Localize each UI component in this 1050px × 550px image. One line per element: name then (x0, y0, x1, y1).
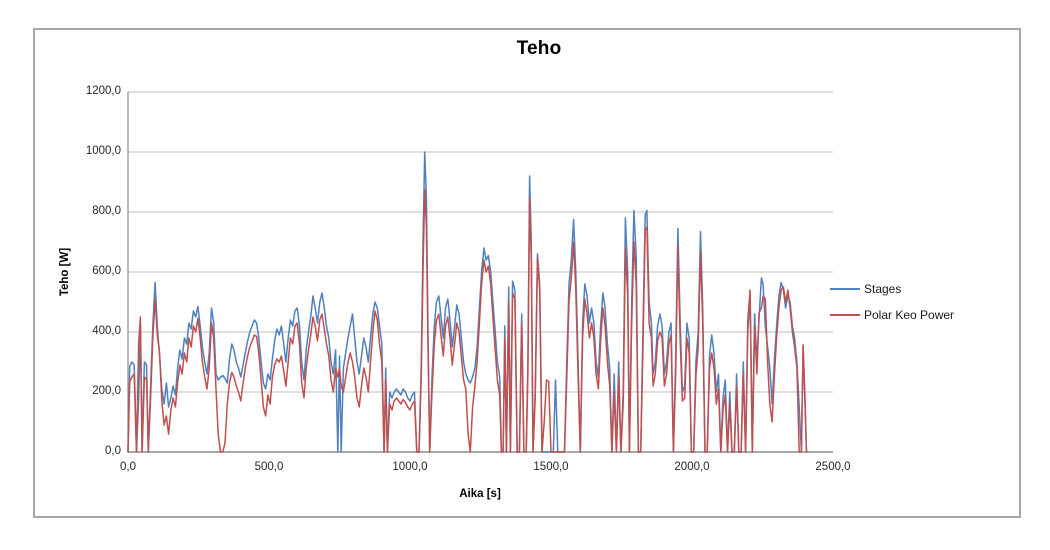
stages-line-swatch (830, 287, 860, 291)
plot-area (127, 91, 833, 453)
y-tick-label: 800,0 (92, 205, 121, 217)
chart-title: Teho (516, 38, 562, 59)
y-tick-label: 200,0 (92, 385, 121, 397)
legend-label-stages: Stages (864, 282, 902, 296)
legend-label-polar: Polar Keo Power (864, 308, 955, 322)
y-tick-label: 0,0 (105, 445, 121, 457)
chart-area: Teho 0,0 200,0 400,0 600,0 800,0 1000,0 1200,0… (35, 30, 1019, 516)
polar-line-swatch (830, 313, 860, 317)
legend-item-polar: Polar Keo Power (830, 302, 954, 328)
legend: Stages Polar Keo Power (830, 276, 954, 328)
x-tick-label: 1500,0 (533, 461, 569, 473)
y-axis-title: Teho [W] (59, 247, 71, 297)
x-tick-label: 2000,0 (674, 461, 710, 473)
series-line-polar-keo-power (127, 188, 808, 453)
y-tick-label: 400,0 (92, 325, 121, 337)
y-tick-label: 1200,0 (85, 85, 121, 97)
x-tick-label: 0,0 (120, 461, 136, 473)
x-tick-label: 1000,0 (392, 461, 428, 473)
y-tick-label: 1000,0 (85, 145, 121, 157)
legend-item-stages: Stages (830, 276, 954, 302)
y-tick-label: 600,0 (92, 265, 121, 277)
x-tick-label: 2500,0 (815, 461, 851, 473)
chart-frame: Teho 0,0 200,0 400,0 600,0 800,0 1000,0 1200,0… (33, 28, 1021, 518)
x-tick-label: 500,0 (254, 461, 284, 473)
x-axis-title: Aika [s] (459, 488, 501, 500)
